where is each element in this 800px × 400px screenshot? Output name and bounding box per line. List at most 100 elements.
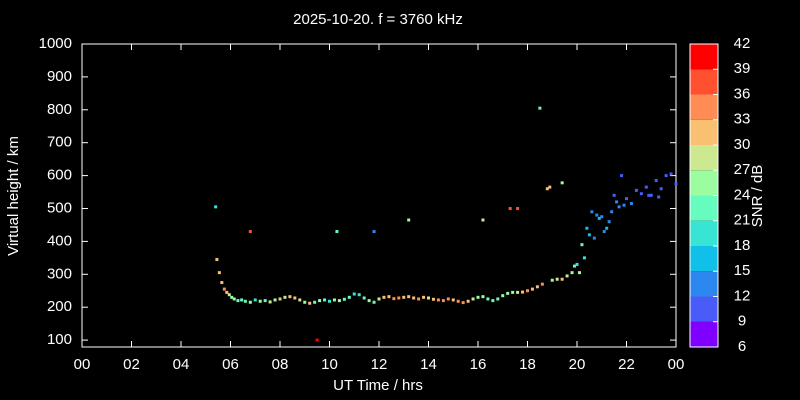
x-axis-label: UT Time / hrs [333,377,423,394]
data-point [526,289,529,293]
y-tick-label: 400 [47,232,72,249]
data-point [337,299,341,303]
data-point [263,299,267,303]
data-point [506,291,510,295]
data-point [476,295,480,299]
data-point [521,290,525,294]
data-point [540,282,544,286]
data-point [387,295,391,299]
data-point [481,295,485,299]
data-point [315,338,319,342]
data-point [288,295,292,299]
data-point [644,185,648,189]
data-point [654,179,658,183]
data-point [382,295,386,299]
data-point [225,290,229,294]
data-point [622,203,626,207]
x-tick-label: 18 [519,356,536,373]
data-point [545,187,549,191]
data-point [501,294,505,298]
y-tick-label: 600 [47,167,72,184]
colorbar-tick-label: 15 [734,262,751,279]
y-tick-label: 200 [47,298,72,315]
y-tick-label: 800 [47,101,72,118]
data-point [610,210,614,214]
data-point [647,193,651,197]
colorbar-tick-label: 9 [738,313,746,330]
data-point [548,185,552,189]
data-point [582,256,586,260]
data-point [555,277,559,281]
data-point [328,299,331,303]
data-point [565,274,569,278]
data-point [214,205,218,209]
data-point [657,195,661,199]
data-point [230,295,234,299]
data-point [220,281,224,285]
data-point [451,298,455,302]
y-tick-label: 1000 [39,35,72,52]
y-tick-label: 300 [47,265,72,282]
data-point [217,271,221,275]
colorbar-tick-label: 18 [734,237,751,254]
data-point [649,193,653,197]
data-point [407,295,411,299]
colorbar-bin [690,69,718,95]
y-tick-label: 900 [47,68,72,85]
colorbar-label: SNR / dB [749,165,766,228]
colorbar-tick-label: 36 [734,85,751,102]
data-point [258,299,262,303]
data-point [236,299,240,303]
x-tick-label: 00 [74,356,91,373]
colorbar-tick-label: 12 [734,287,751,304]
colorbar-tick-label: 33 [734,111,751,128]
data-point [516,290,520,294]
data-point [471,297,475,301]
colorbar-tick-label: 42 [734,35,751,52]
data-point [550,278,554,282]
data-point [612,193,616,197]
data-point [496,297,500,301]
x-tick-label: 04 [173,356,190,373]
data-point [335,230,339,234]
data-point [318,299,322,303]
colorbar-bin [690,195,718,221]
colorbar-bin [690,44,718,70]
data-point [592,236,596,240]
data-point [481,218,485,222]
data-point [629,202,633,206]
data-point [407,218,411,222]
data-point [367,299,371,303]
data-point [446,297,450,301]
plot-frame [81,43,677,348]
data-point [232,297,236,301]
data-point [357,293,361,297]
data-point [590,210,594,214]
data-point [508,206,512,210]
data-point [602,230,606,234]
data-point [491,299,495,303]
data-point [362,296,366,300]
data-point [273,298,277,302]
data-point [436,298,440,302]
colorbar-tick-label: 24 [734,186,751,203]
data-point [417,297,421,301]
data-point [560,181,564,185]
data-point [431,297,435,301]
x-tick-label: 10 [321,356,338,373]
colorbar-bin [690,220,718,246]
data-point [634,188,638,192]
data-point [377,297,381,301]
data-point [587,233,591,237]
x-tick-label: 20 [569,356,586,373]
colorbar-tick-label: 27 [734,161,751,178]
data-point [248,300,252,304]
data-point [580,243,584,247]
data-point [268,300,272,304]
data-point [585,226,589,230]
colorbar-tick-label: 6 [738,338,746,355]
data-point [625,197,628,201]
colorbar-bin [690,94,718,120]
data-point [283,295,287,299]
data-point [372,230,376,234]
